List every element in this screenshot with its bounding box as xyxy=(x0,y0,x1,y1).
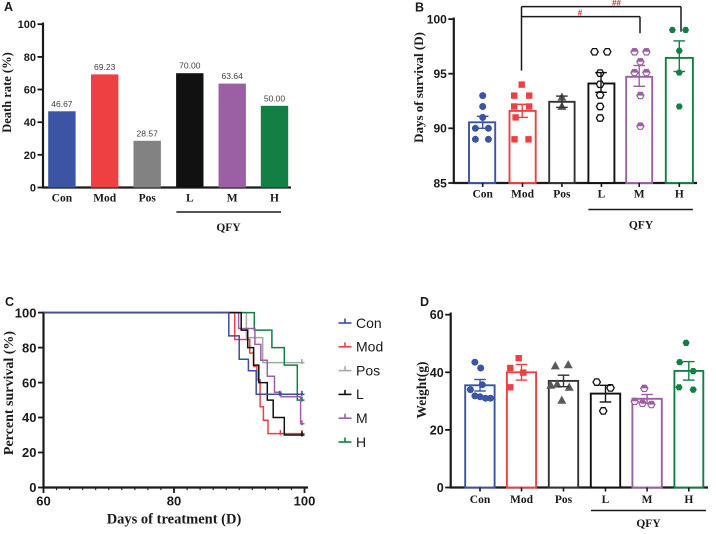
svg-text:Pos: Pos xyxy=(139,193,157,205)
svg-text:80: 80 xyxy=(22,340,36,355)
svg-text:L: L xyxy=(602,494,610,506)
svg-text:M: M xyxy=(356,410,368,426)
svg-text:D: D xyxy=(420,295,429,309)
svg-text:A: A xyxy=(4,0,13,14)
svg-text:80: 80 xyxy=(24,52,36,64)
svg-text:63.64: 63.64 xyxy=(222,71,244,81)
svg-text:Mod: Mod xyxy=(511,189,535,201)
svg-text:70.00: 70.00 xyxy=(179,61,201,71)
svg-text:0: 0 xyxy=(29,480,36,495)
svg-text:0: 0 xyxy=(30,183,36,195)
svg-text:69.23: 69.23 xyxy=(94,62,116,72)
svg-text:Weight(g): Weight(g) xyxy=(414,362,429,419)
svg-text:90: 90 xyxy=(433,122,447,136)
svg-text:Mod: Mod xyxy=(93,193,117,205)
svg-text:Mod: Mod xyxy=(510,494,534,506)
svg-text:L: L xyxy=(186,193,194,205)
svg-text:80: 80 xyxy=(167,494,181,509)
svg-text:50.00: 50.00 xyxy=(264,93,286,103)
svg-text:H: H xyxy=(675,189,684,201)
svg-text:L: L xyxy=(598,189,606,201)
svg-text:60: 60 xyxy=(430,308,444,322)
svg-text:C: C xyxy=(5,295,14,309)
svg-text:M: M xyxy=(642,494,653,506)
svg-text:H: H xyxy=(270,193,279,205)
svg-text:M: M xyxy=(227,193,238,205)
svg-text:20: 20 xyxy=(22,445,36,460)
svg-text:40: 40 xyxy=(430,366,444,380)
svg-text:Con: Con xyxy=(470,494,491,506)
svg-text:100: 100 xyxy=(18,19,36,31)
svg-text:85: 85 xyxy=(433,176,447,190)
svg-text:Mod: Mod xyxy=(356,339,383,355)
svg-text:##: ## xyxy=(612,0,621,8)
svg-text:Con: Con xyxy=(52,193,73,205)
svg-text:Days of treatment (D): Days of treatment (D) xyxy=(107,512,242,528)
svg-text:20: 20 xyxy=(430,423,444,437)
svg-text:46.67: 46.67 xyxy=(51,99,73,109)
svg-text:Con: Con xyxy=(472,189,493,201)
svg-text:0: 0 xyxy=(437,481,444,495)
svg-text:QFY: QFY xyxy=(216,222,241,234)
svg-text:M: M xyxy=(634,189,645,201)
svg-text:Days of survival (D): Days of survival (D) xyxy=(411,32,426,143)
svg-text:#: # xyxy=(578,8,583,17)
svg-text:Pos: Pos xyxy=(555,494,573,506)
svg-text:Pos: Pos xyxy=(356,362,380,378)
svg-text:28.57: 28.57 xyxy=(137,128,159,138)
svg-text:Percent survival (%): Percent survival (%) xyxy=(2,331,17,455)
svg-text:20: 20 xyxy=(24,150,36,162)
svg-text:Death rate (%): Death rate (%) xyxy=(0,52,14,133)
svg-text:95: 95 xyxy=(433,67,447,81)
svg-text:H: H xyxy=(356,434,366,450)
svg-text:60: 60 xyxy=(36,494,50,509)
svg-text:60: 60 xyxy=(22,375,36,390)
svg-text:40: 40 xyxy=(24,117,36,129)
svg-text:100: 100 xyxy=(15,305,37,320)
svg-text:QFY: QFY xyxy=(629,220,654,232)
svg-text:B: B xyxy=(415,1,424,15)
svg-text:100: 100 xyxy=(427,12,447,26)
svg-text:QFY: QFY xyxy=(636,518,661,529)
svg-text:40: 40 xyxy=(22,410,36,425)
svg-text:L: L xyxy=(356,386,364,402)
svg-text:60: 60 xyxy=(24,85,36,97)
svg-text:Pos: Pos xyxy=(553,189,571,201)
svg-text:100: 100 xyxy=(294,494,316,509)
svg-text:Con: Con xyxy=(356,315,382,331)
svg-text:H: H xyxy=(684,494,693,506)
